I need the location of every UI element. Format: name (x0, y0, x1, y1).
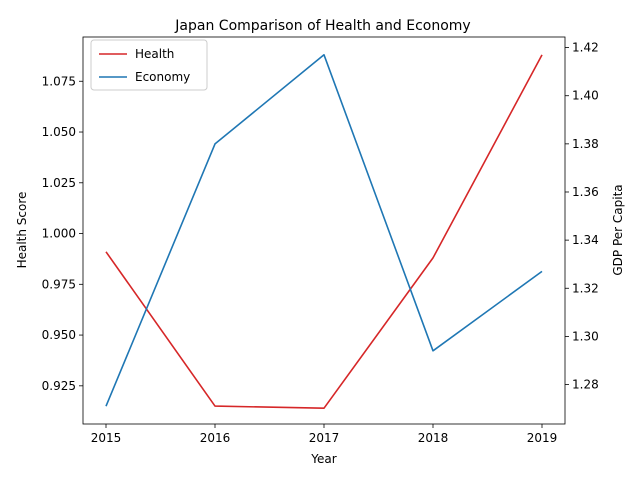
y-axis-left-label: Health Score (15, 192, 29, 269)
series-line-economy (105, 53, 543, 407)
y-right-tick-label: 1.36 (572, 185, 599, 199)
axes-layer (82, 36, 566, 425)
y-right-tick-label: 1.34 (572, 233, 599, 247)
legend-economy-label: Economy (135, 70, 190, 84)
y-axis-right-label: GDP Per Capita (611, 184, 625, 275)
y-left-tick-label: 1.075 (42, 74, 76, 88)
x-tick-label: 2019 (527, 431, 558, 445)
ticks-layer: 2015 2016 2017 2018 2019 0.925 0.950 0.975 1.000… (42, 41, 599, 445)
series-line-health (105, 54, 543, 410)
y-left-tick-label: 1.000 (42, 227, 76, 241)
y-left-tick-label: 1.050 (42, 125, 76, 139)
y-right-tick-label: 1.28 (572, 378, 599, 392)
y-right-tick-label: 1.30 (572, 329, 599, 343)
y-right-tick-label: 1.32 (572, 281, 599, 295)
legend: Health Economy (90, 39, 208, 91)
y-left-tick-label: 0.925 (42, 379, 76, 393)
y-right-tick-label: 1.38 (572, 137, 599, 151)
x-tick-label: 2015 (91, 431, 122, 445)
y-left-tick-label: 0.975 (42, 277, 76, 291)
chart-title: Japan Comparison of Health and Economy (174, 18, 470, 34)
x-tick-label: 2017 (309, 431, 340, 445)
plot-frame (82, 36, 566, 425)
y-left-tick-label: 1.025 (42, 176, 76, 190)
x-tick-label: 2016 (200, 431, 231, 445)
y-left-tick-label: 0.950 (42, 328, 76, 342)
y-right-tick-label: 1.40 (572, 89, 599, 103)
y-right-tick-label: 1.42 (572, 41, 599, 55)
lines-layer (105, 53, 543, 410)
legend-health-label: Health (135, 47, 174, 61)
x-axis-label: Year (310, 452, 336, 466)
x-tick-label: 2018 (418, 431, 449, 445)
